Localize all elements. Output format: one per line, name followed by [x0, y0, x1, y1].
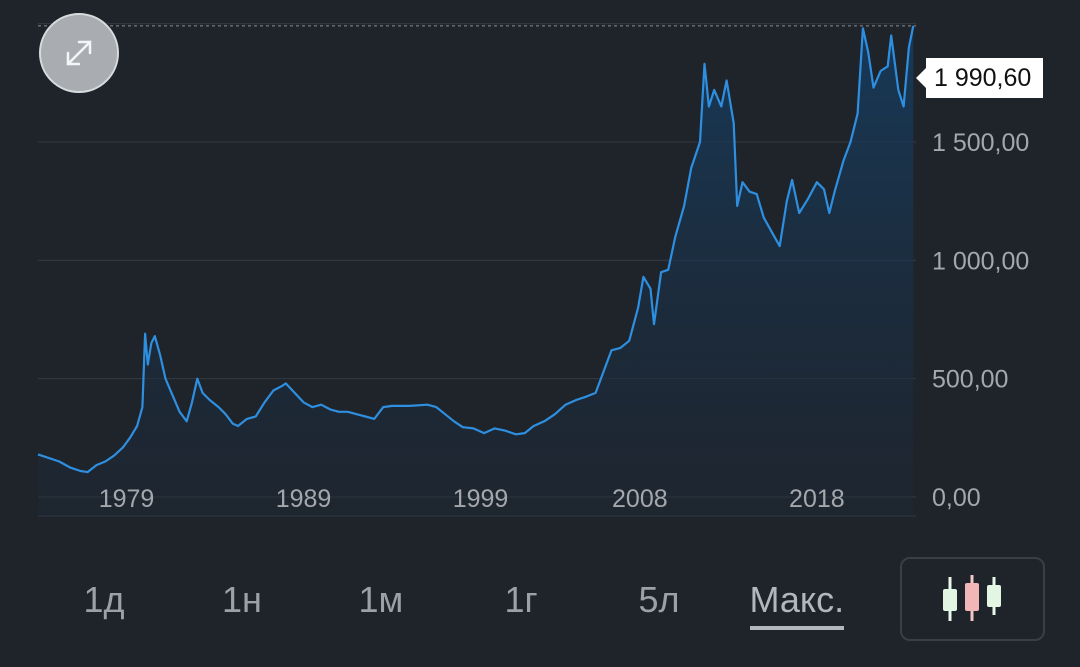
area-fill [38, 25, 914, 517]
range-tab[interactable]: 1г [505, 560, 538, 640]
price-chart: 0,00 500,00 1 000,00 1 500,00 1979 1989 1999 2… [37, 23, 1029, 517]
y-tick-label: 1 000,00 [932, 247, 1029, 275]
y-axis-labels: 0,00 500,00 1 000,00 1 500,00 [932, 129, 1029, 512]
expand-button[interactable] [39, 13, 119, 93]
range-tab-label: 1д [83, 579, 125, 620]
series-line [37, 25, 915, 474]
x-tick-label: 2018 [789, 485, 845, 513]
x-tick-label: 1979 [99, 485, 155, 513]
time-range-tabs: 1д 1н 1м 1г 5л Макс. [0, 560, 880, 640]
range-tab[interactable]: 5л [639, 560, 680, 640]
x-tick-label: 1999 [453, 485, 509, 513]
expand-arrows-icon [66, 40, 92, 66]
y-tick-label: 0,00 [932, 484, 981, 512]
range-tab-label: 1г [504, 579, 538, 620]
range-tab[interactable]: 1д [84, 560, 125, 640]
active-tab-underline [749, 626, 845, 630]
range-tab-label: 5л [638, 579, 680, 620]
candlestick-icon [943, 575, 1001, 621]
x-tick-label: 2008 [612, 485, 668, 513]
range-tab[interactable]: 1н [222, 560, 262, 640]
range-tab[interactable]: 1м [359, 560, 404, 640]
x-tick-label: 1989 [276, 485, 332, 513]
y-tick-label: 500,00 [932, 366, 1008, 394]
y-tick-label: 1 500,00 [932, 129, 1029, 157]
range-tab-label: 1м [358, 579, 404, 620]
range-tab[interactable]: Макс. [749, 560, 845, 640]
range-tab-label: 1н [222, 579, 262, 620]
range-tab-label: Макс. [749, 579, 845, 620]
current-price-label: 1 990,60 [915, 58, 1044, 98]
x-axis-labels: 1979 1989 1999 2008 2018 [99, 485, 845, 513]
chart-type-button[interactable] [900, 557, 1045, 641]
price-area [37, 25, 915, 517]
